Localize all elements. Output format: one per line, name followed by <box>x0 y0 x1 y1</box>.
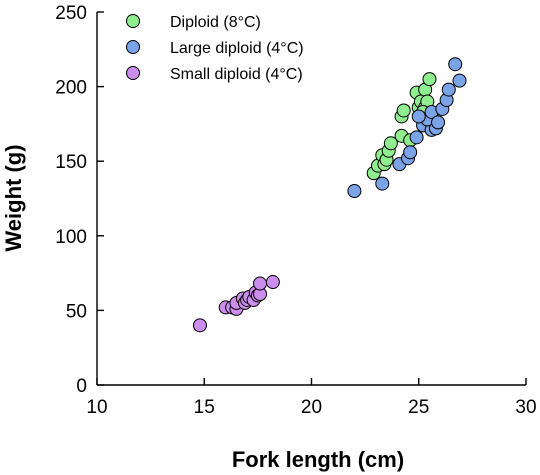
legend: Diploid (8°C) Large diploid (4°C) Small di… <box>126 14 304 83</box>
legend-marker <box>126 66 140 80</box>
y-axis-title: Weight (g) <box>1 144 26 251</box>
x-tick-label: 25 <box>408 397 429 418</box>
x-axis-title: Fork length (cm) <box>232 447 404 472</box>
data-point-series-1 <box>347 184 362 199</box>
y-axis-ticks: 0 50 100 150 200 250 <box>55 3 104 397</box>
legend-label: Diploid (8°C) <box>170 14 261 31</box>
data-point-series-1 <box>409 130 424 145</box>
data-point-series-2 <box>253 276 268 291</box>
legend-label: Large diploid (4°C) <box>170 40 304 57</box>
x-tick-label: 10 <box>86 397 107 418</box>
data-point-series-1 <box>411 109 426 124</box>
data-point-series-0 <box>383 136 398 151</box>
data-points <box>192 57 467 333</box>
y-tick-label: 0 <box>76 376 87 397</box>
data-point-series-0 <box>422 72 437 87</box>
x-tick-label: 15 <box>194 397 215 418</box>
x-tick-label: 20 <box>301 397 322 418</box>
x-axis-ticks: 10 15 20 25 30 <box>86 378 537 418</box>
data-point-series-1 <box>448 57 463 72</box>
plot-area: 0 50 100 150 200 250 10 15 20 25 30 <box>55 3 536 418</box>
legend-label: Small diploid (4°C) <box>170 66 303 83</box>
data-point-series-1 <box>375 176 390 191</box>
legend-marker <box>126 14 140 28</box>
data-point-series-1 <box>431 115 446 130</box>
legend-marker <box>126 40 140 54</box>
data-point-series-1 <box>441 82 456 97</box>
y-tick-label: 150 <box>55 152 87 173</box>
y-tick-label: 200 <box>55 78 87 99</box>
y-tick-label: 250 <box>55 3 87 24</box>
y-tick-label: 100 <box>55 227 87 248</box>
data-point-series-2 <box>192 318 207 333</box>
data-point-series-1 <box>403 145 418 160</box>
x-tick-label: 30 <box>515 397 536 418</box>
data-point-series-0 <box>396 103 411 118</box>
data-point-series-1 <box>452 73 467 88</box>
data-point-series-2 <box>265 275 280 290</box>
y-tick-label: 50 <box>66 301 87 322</box>
